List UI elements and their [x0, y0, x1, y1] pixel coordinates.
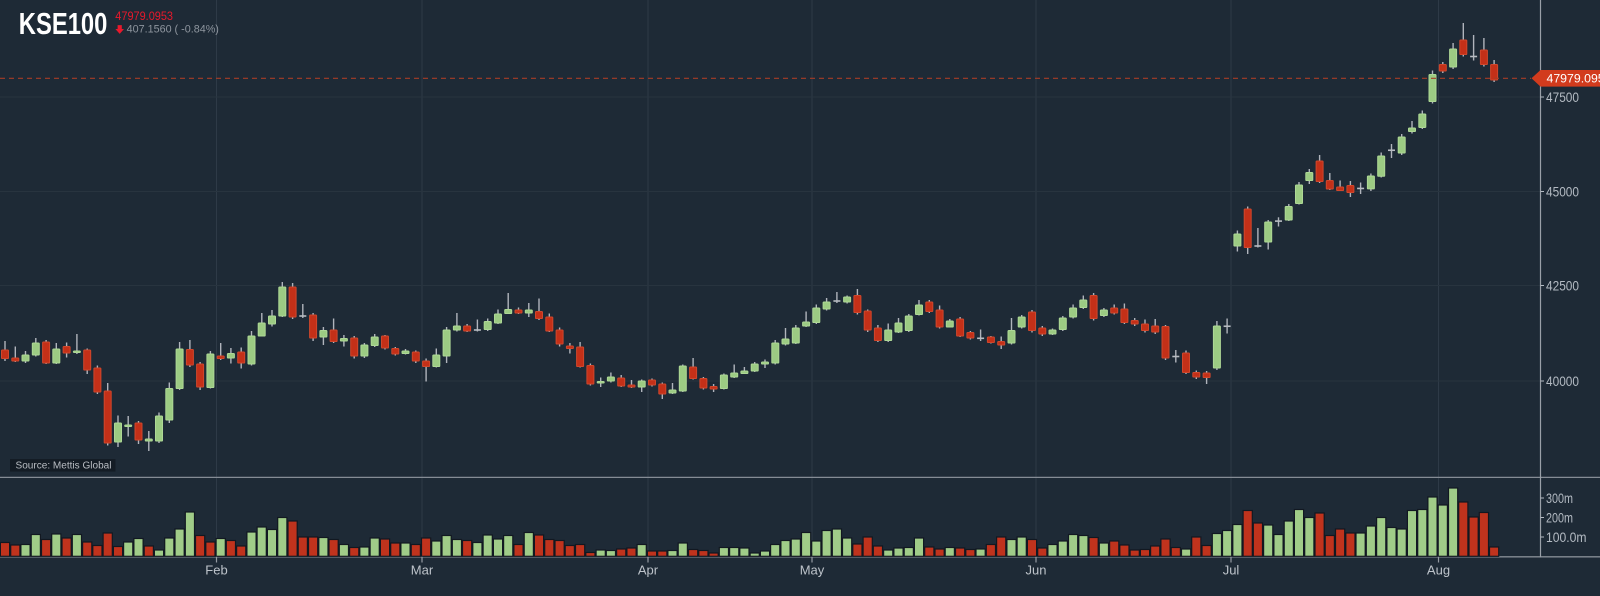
svg-text:45000: 45000 — [1546, 184, 1579, 199]
svg-text:42500: 42500 — [1546, 278, 1579, 293]
svg-text:200m: 200m — [1546, 510, 1573, 525]
svg-text:47979.095: 47979.095 — [1547, 72, 1600, 86]
svg-text:300m: 300m — [1546, 491, 1573, 506]
svg-text:Jun: Jun — [1026, 563, 1047, 578]
svg-text:40000: 40000 — [1546, 374, 1579, 389]
svg-text:Jul: Jul — [1223, 563, 1240, 578]
svg-text:Mar: Mar — [411, 563, 434, 578]
svg-text:KSE100: KSE100 — [19, 6, 108, 41]
svg-text:100.0m: 100.0m — [1546, 530, 1587, 545]
svg-text:Apr: Apr — [638, 563, 659, 578]
svg-text:Aug: Aug — [1427, 563, 1450, 578]
svg-text:407.1560 ( -0.84%): 407.1560 ( -0.84%) — [127, 24, 219, 36]
svg-text:47979.0953: 47979.0953 — [115, 9, 173, 23]
svg-text:Source: Mettis Global: Source: Mettis Global — [16, 461, 112, 472]
svg-text:47500: 47500 — [1546, 90, 1579, 105]
svg-text:May: May — [800, 563, 825, 578]
svg-text:Feb: Feb — [205, 563, 227, 578]
